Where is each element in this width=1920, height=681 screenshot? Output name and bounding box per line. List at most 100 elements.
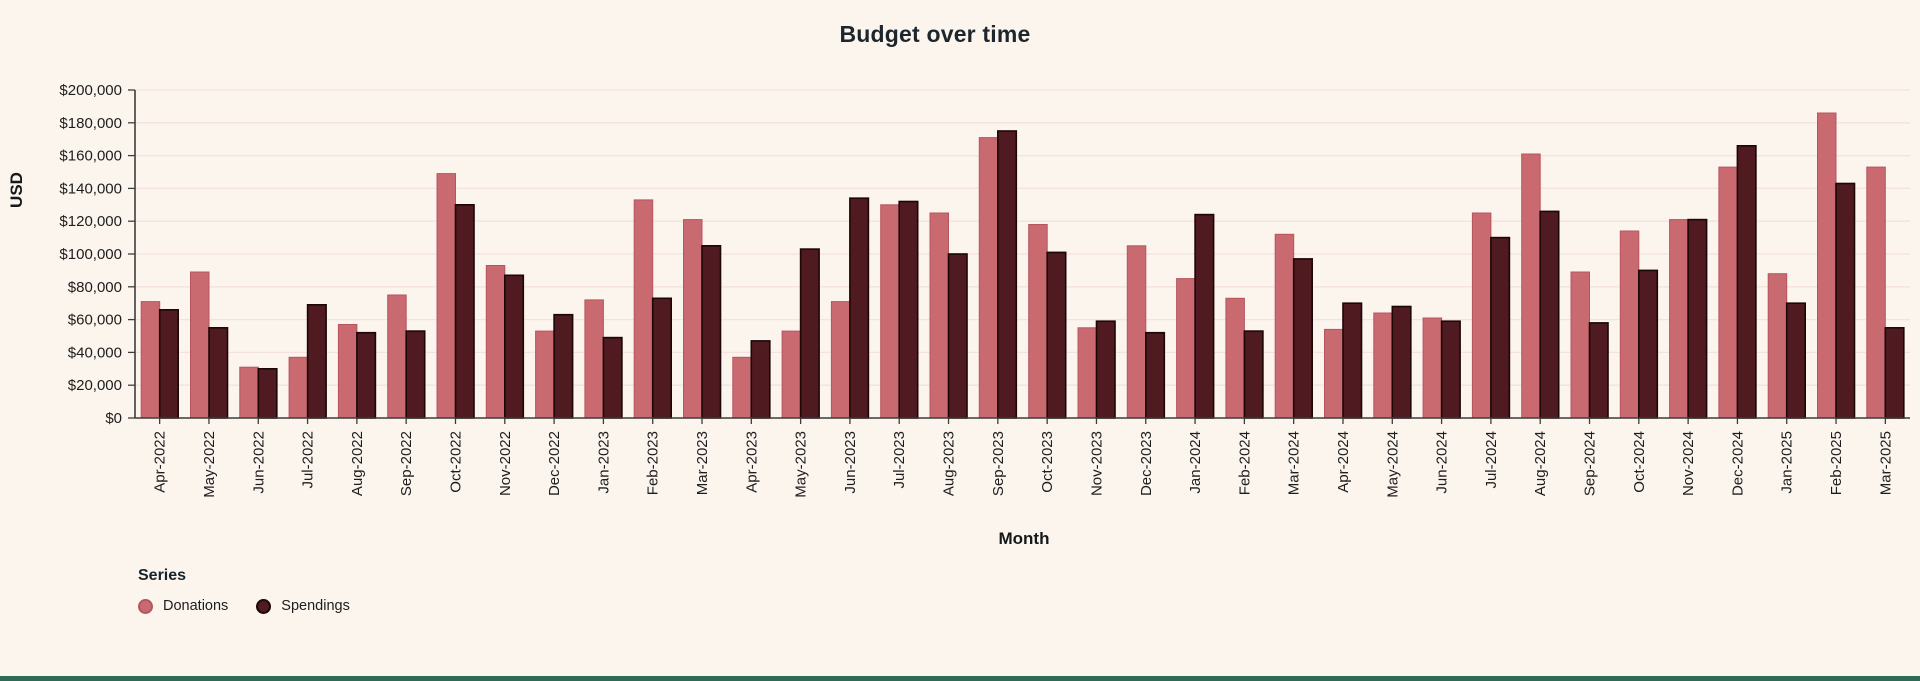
plot-area: $0 $20,000 $40,000 $60,000 $80,000 $100,000 $1…	[59, 82, 1910, 498]
bar-donations-Oct-2023	[1028, 224, 1048, 419]
bar-donations-May-2022	[190, 271, 210, 419]
bar-spendings-Jun-2022	[257, 367, 278, 419]
legend-label: Spendings	[281, 598, 350, 614]
y-tick-label: $40,000	[68, 344, 122, 361]
x-tick-label: Sep-2024	[1582, 431, 1599, 496]
y-tick-label: $160,000	[59, 148, 122, 165]
bar-spendings-Jan-2025	[1785, 302, 1806, 419]
x-tick-label: Dec-2024	[1729, 431, 1746, 496]
bar-spendings-Oct-2023	[1046, 251, 1067, 419]
legend-items: Donations Spendings	[138, 598, 378, 614]
x-axis-title: Month	[999, 529, 1050, 548]
bar-donations-Apr-2024	[1324, 328, 1344, 419]
bar-donations-Aug-2024	[1521, 153, 1541, 419]
x-tick-label: Jul-2022	[300, 431, 317, 489]
bar-spendings-Jun-2023	[849, 197, 870, 419]
x-tick-label: Sep-2023	[990, 431, 1007, 496]
bar-donations-Jun-2023	[830, 301, 851, 419]
bar-spendings-May-2022	[208, 326, 229, 419]
bar-donations-Dec-2024	[1718, 166, 1738, 419]
bar-donations-Mar-2023	[683, 219, 703, 419]
x-tick-label: Jan-2024	[1187, 431, 1204, 494]
bar-donations-Nov-2023	[1077, 327, 1097, 419]
bar-donations-Sep-2022	[387, 294, 407, 419]
x-tick-label: Aug-2024	[1532, 431, 1549, 496]
x-tick-label: Apr-2023	[743, 431, 760, 493]
bar-donations-Feb-2023	[633, 199, 654, 419]
bar-spendings-Mar-2025	[1884, 326, 1905, 419]
bar-spendings-Jul-2022	[306, 303, 327, 419]
legend: Series Donations Spendings	[138, 567, 378, 614]
x-tick-label: Dec-2023	[1138, 431, 1155, 496]
chart-title: Budget over time	[839, 21, 1030, 47]
bar-spendings-Nov-2023	[1095, 320, 1116, 419]
bar-spendings-Jan-2024	[1194, 213, 1215, 419]
y-tick-label: $100,000	[59, 246, 122, 263]
bar-spendings-Apr-2022	[158, 308, 179, 419]
bar-donations-May-2024	[1373, 312, 1393, 419]
bar-spendings-Nov-2024	[1687, 218, 1708, 419]
bar-donations-May-2023	[781, 330, 802, 419]
x-tick-label: Jul-2023	[891, 431, 908, 489]
bar-spendings-Mar-2023	[701, 245, 722, 419]
x-tick-label: May-2023	[793, 431, 810, 498]
legend-label: Donations	[163, 598, 229, 614]
x-tick-label: Nov-2022	[497, 431, 514, 496]
bar-donations-Aug-2022	[337, 324, 358, 419]
bar-spendings-Apr-2023	[750, 340, 771, 419]
bar-donations-Jun-2024	[1422, 317, 1443, 419]
bar-spendings-Aug-2024	[1539, 210, 1560, 419]
bar-donations-Jan-2023	[584, 299, 604, 419]
bar-donations-Jul-2022	[288, 356, 309, 419]
bar-donations-Jul-2024	[1471, 212, 1492, 419]
x-tick-label: Nov-2023	[1088, 431, 1105, 496]
x-tick-label: Apr-2022	[152, 431, 169, 493]
x-tick-label: Sep-2022	[398, 431, 415, 496]
bar-spendings-Sep-2024	[1588, 322, 1609, 419]
bar-donations-Feb-2025	[1817, 112, 1837, 419]
x-tick-label: May-2024	[1384, 431, 1401, 498]
bar-spendings-Feb-2024	[1243, 330, 1264, 419]
bar-spendings-Aug-2023	[947, 253, 968, 419]
bar-spendings-Dec-2022	[553, 313, 574, 419]
x-tick-label: Oct-2024	[1631, 431, 1648, 493]
y-tick-label: $0	[105, 410, 122, 427]
y-tick-label: $120,000	[59, 213, 122, 230]
legend-title: Series	[138, 567, 187, 584]
x-tick-label: Mar-2025	[1877, 431, 1894, 495]
x-tick-label: Aug-2023	[941, 431, 958, 496]
bar-donations-Jan-2024	[1176, 278, 1196, 419]
legend-swatch-donations	[138, 598, 153, 614]
x-tick-label: Feb-2025	[1828, 431, 1845, 495]
x-tick-label: Apr-2024	[1335, 431, 1352, 493]
bar-donations-Jun-2022	[239, 366, 259, 419]
bar-donations-Sep-2024	[1570, 271, 1590, 419]
bar-donations-Apr-2022	[140, 301, 161, 419]
bar-spendings-Dec-2024	[1736, 145, 1757, 419]
bar-donations-Dec-2023	[1126, 245, 1147, 419]
x-tick-label: Feb-2024	[1236, 431, 1253, 495]
y-tick-label: $80,000	[68, 279, 122, 296]
legend-item-donations: Donations	[138, 598, 228, 614]
bar-donations-Aug-2023	[929, 212, 949, 419]
bar-spendings-Sep-2023	[996, 130, 1018, 419]
bottom-accent-strip	[0, 676, 1920, 681]
bar-spendings-Oct-2022	[454, 204, 475, 419]
bar-donations-Nov-2024	[1669, 219, 1689, 419]
bar-spendings-Feb-2025	[1835, 182, 1856, 419]
bar-spendings-Jun-2024	[1440, 320, 1461, 419]
bar-spendings-Nov-2022	[503, 274, 525, 419]
x-tick-label: Mar-2024	[1286, 431, 1303, 495]
x-tick-label: Dec-2022	[546, 431, 563, 496]
bar-spendings-Jul-2024	[1490, 236, 1511, 419]
x-tick-label: Oct-2022	[447, 431, 464, 493]
bar-donations-Oct-2022	[436, 173, 456, 419]
x-tick-label: Nov-2024	[1680, 431, 1697, 496]
bar-donations-Nov-2022	[485, 265, 506, 419]
x-tick-label: Feb-2023	[645, 431, 662, 495]
bar-spendings-Jan-2023	[602, 336, 623, 419]
x-tick-label: Mar-2023	[694, 431, 711, 495]
x-tick-label: Jul-2024	[1483, 431, 1500, 489]
